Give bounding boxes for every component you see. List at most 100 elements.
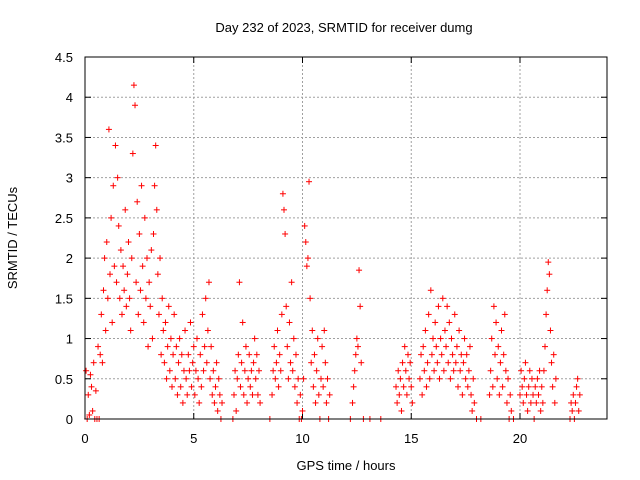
data-point (537, 407, 544, 414)
data-point (500, 351, 507, 358)
data-point (313, 367, 320, 374)
data-point (233, 407, 240, 414)
data-point (274, 327, 281, 334)
data-point (543, 311, 550, 318)
data-point (432, 319, 439, 326)
data-point (425, 311, 432, 318)
data-point (98, 311, 105, 318)
data-point (324, 375, 331, 382)
data-point (279, 190, 286, 197)
data-point (498, 327, 505, 334)
data-point (312, 399, 319, 406)
data-point (545, 259, 552, 266)
data-point (409, 399, 416, 406)
data-point (232, 367, 239, 374)
data-point (540, 367, 547, 374)
data-point (487, 367, 494, 374)
data-point (169, 383, 175, 390)
chart-title: Day 232 of 2023, SRMTID for receiver dum… (215, 20, 472, 35)
data-point (288, 279, 295, 286)
y-tick-label: 2.5 (55, 211, 73, 226)
data-point (149, 335, 156, 342)
data-point (290, 335, 297, 342)
y-tick-label: 4 (66, 90, 73, 105)
data-point (549, 383, 556, 390)
data-point (351, 367, 358, 374)
data-point (317, 375, 324, 382)
data-point (236, 279, 243, 286)
data-point (167, 335, 174, 342)
data-point (85, 391, 92, 398)
data-point (192, 367, 199, 374)
data-point (310, 383, 317, 390)
data-point (99, 359, 106, 366)
data-point (418, 351, 425, 358)
data-point (393, 383, 400, 390)
data-point (242, 343, 249, 350)
data-point (453, 343, 460, 350)
data-point (300, 375, 307, 382)
data-point (87, 371, 94, 378)
data-point (95, 343, 102, 350)
data-point (306, 178, 313, 185)
data-point (423, 383, 430, 390)
data-point (126, 295, 133, 302)
data-point (307, 295, 314, 302)
data-point (159, 295, 166, 302)
data-point (108, 214, 115, 221)
data-point (271, 343, 278, 350)
data-point (440, 367, 447, 374)
data-point (547, 327, 554, 334)
data-point (253, 351, 260, 358)
data-point (436, 375, 443, 382)
data-point (434, 359, 441, 366)
data-point (134, 198, 141, 205)
data-point (289, 367, 296, 374)
y-tick-label: 3.5 (55, 130, 73, 145)
data-point (354, 343, 361, 350)
data-point (574, 375, 581, 382)
data-point (204, 327, 211, 334)
data-point (201, 343, 208, 350)
data-point (457, 367, 464, 374)
data-point (132, 102, 139, 109)
data-point (187, 319, 194, 326)
data-point (211, 399, 218, 406)
data-point (164, 343, 171, 350)
data-point (254, 391, 261, 398)
data-point (533, 399, 540, 406)
data-point (394, 399, 401, 406)
data-point (517, 391, 523, 398)
data-point (235, 351, 242, 358)
data-point (92, 387, 99, 394)
data-point (525, 383, 532, 390)
data-point (294, 399, 301, 406)
data-point (257, 399, 264, 406)
data-point (435, 303, 442, 310)
data-point (575, 407, 582, 414)
x-tick-label: 15 (404, 431, 418, 446)
data-point (284, 343, 291, 350)
data-point (427, 287, 434, 294)
data-point (397, 375, 404, 382)
data-point (161, 359, 168, 366)
data-point (89, 407, 96, 414)
data-point (130, 82, 137, 89)
y-tick-label: 0 (66, 412, 73, 427)
data-point (145, 343, 152, 350)
data-point (450, 367, 457, 374)
data-point (174, 391, 181, 398)
data-point (275, 383, 282, 390)
data-point (357, 303, 364, 310)
data-point (323, 399, 330, 406)
data-point (205, 279, 212, 286)
x-tick-label: 5 (190, 431, 197, 446)
data-point (135, 311, 142, 318)
data-point (183, 375, 190, 382)
data-point (299, 407, 306, 414)
data-point (114, 174, 121, 181)
data-point (269, 391, 276, 398)
data-point (428, 351, 435, 358)
data-point (303, 263, 310, 270)
